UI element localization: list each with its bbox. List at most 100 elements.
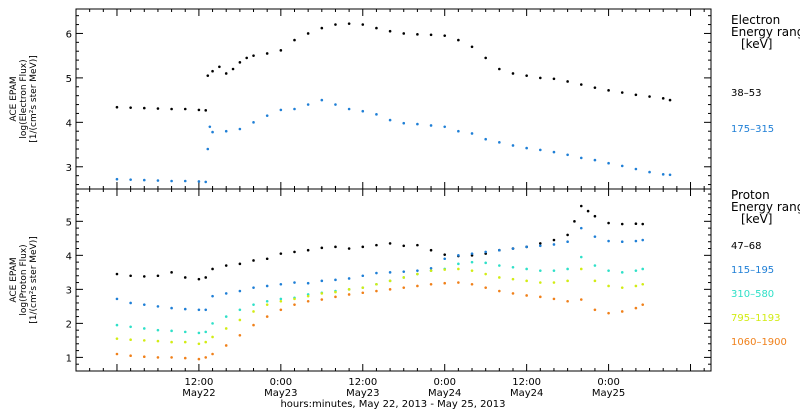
proton-data-point [525,294,528,297]
proton-data-point [641,282,645,286]
proton-data-point [484,250,487,254]
electron-data-point [457,129,460,133]
electron-data-point [218,65,221,69]
proton-data-point [293,303,296,306]
proton-data-point [204,356,208,359]
proton-data-point [402,276,406,279]
electron-data-point [142,178,146,182]
electron-data-point [416,122,419,126]
proton-data-point [402,286,406,289]
xtick-label-time: 0:00 [433,377,455,388]
electron-data-point [429,33,433,37]
xtick-label-date: May24 [510,388,543,399]
electron-data-point [208,125,212,129]
electron-ylabel-line: ACE EPAM [9,76,19,121]
proton-data-point [620,222,624,226]
proton-data-point [197,308,201,312]
proton-series-0 [115,204,645,281]
proton-data-point [347,277,351,280]
proton-data-point [416,284,419,288]
electron-data-point [211,130,214,134]
proton-data-point [334,290,337,294]
electron-data-point [265,52,269,55]
electron-data-point [320,26,324,30]
proton-data-point [156,328,160,332]
proton-data-point [211,352,214,356]
proton-data-point [170,329,173,333]
electron-data-point [470,45,474,49]
proton-data-point [197,331,201,335]
xtick-label-time: 12:00 [512,377,541,388]
proton-data-point [238,262,242,266]
proton-data-point [388,288,392,291]
proton-data-point [539,281,542,284]
proton-data-point [511,277,515,281]
proton-data-point [115,297,119,301]
proton-data-point [470,269,474,272]
proton-data-point [252,323,255,327]
electron-data-point [566,80,569,83]
electron-legend-entry: 38–53 [731,88,761,99]
proton-data-point [183,330,187,334]
proton-data-point [265,257,269,261]
proton-data-point [607,239,610,243]
proton-data-point [293,250,296,254]
proton-data-point [224,264,228,267]
proton-data-point [129,325,132,329]
electron-data-point [525,74,528,77]
electron-data-point [334,23,337,26]
electron-data-point [375,26,378,30]
proton-data-point [429,248,433,252]
proton-data-point [156,356,160,359]
electron-data-point [402,32,406,35]
proton-data-point [552,281,556,284]
xtick-label-date: May25 [592,388,625,399]
electron-data-point [634,93,638,97]
electron-data-point [204,180,208,184]
proton-data-point [361,274,365,278]
proton-data-point [525,245,528,249]
proton-data-point [347,293,351,296]
proton-legend-entry: 795–1193 [731,313,781,324]
proton-data-point [279,308,283,312]
proton-data-point [306,299,310,303]
proton-data-point [142,303,146,306]
electron-data-point [443,125,447,129]
electron-data-point [539,76,542,80]
proton-data-point [498,276,501,279]
proton-data-point [238,333,242,337]
proton-data-point [170,356,173,359]
electron-data-point [142,106,146,110]
proton-data-point [279,297,283,301]
proton-data-point [620,310,624,313]
electron-data-point [552,150,556,154]
proton-legend-title-line: Proton [731,188,770,202]
electron-data-point [620,91,624,94]
proton-series-3 [115,267,645,346]
electron-data-point [498,67,501,71]
proton-data-point [525,279,528,283]
proton-data-point [579,255,583,259]
electron-panel: 3 4 5 6 ACE EPAM log(Electron Flux) [1/(cm²s s… [9,8,800,190]
proton-data-point [641,267,645,271]
electron-data-point [361,23,365,26]
proton-ytick-label: 3 [66,285,72,296]
proton-data-point [607,221,610,225]
electron-legend-entry: 175–315 [731,124,774,135]
electron-data-point [231,67,235,71]
electron-data-point [206,147,210,151]
proton-data-point [320,246,324,250]
proton-data-point [593,308,597,312]
proton-data-point [183,276,187,279]
proton-data-point [511,247,515,250]
proton-data-point [593,235,597,238]
electron-data-point [511,72,515,75]
electron-ytick-label: 4 [66,118,72,129]
proton-data-point [429,282,433,286]
proton-data-point [416,269,419,272]
proton-data-point [388,271,392,274]
proton-data-point [573,220,576,223]
proton-data-point [334,295,337,299]
